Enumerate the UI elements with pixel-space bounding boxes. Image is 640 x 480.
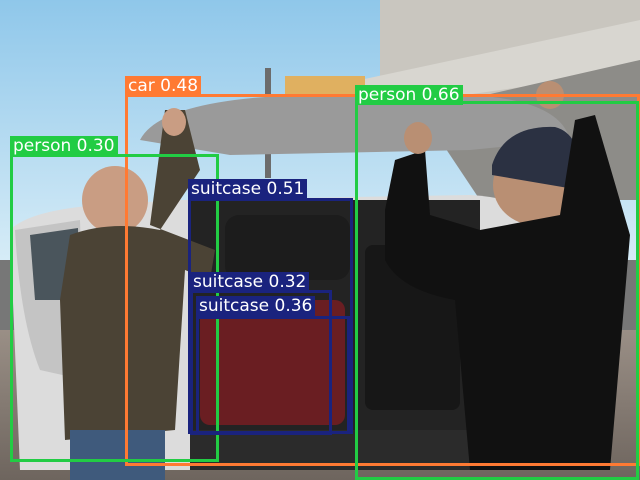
red-suitcase — [200, 300, 345, 425]
scaffold-top — [285, 76, 365, 96]
detection-label-suitcase-bottom: suitcase 0.36 — [196, 296, 316, 316]
left-man-jacket — [60, 110, 215, 440]
duffel-bag — [225, 215, 350, 280]
detection-box-person-right — [355, 101, 639, 480]
right-man-left-hand — [404, 122, 432, 154]
detection-label-suitcase-top: suitcase 0.51 — [188, 179, 308, 199]
right-man-jacket — [385, 115, 630, 470]
detection-box-suitcase-bottom — [196, 316, 350, 434]
left-man-hand — [162, 108, 186, 136]
detection-label-person-left: person 0.30 — [10, 136, 118, 156]
right-man-cap — [492, 126, 581, 190]
detection-label-person-right: person 0.66 — [355, 85, 463, 105]
left-man-head — [82, 166, 148, 234]
detection-label-suitcase-middle: suitcase 0.32 — [190, 272, 310, 292]
left-man-jeans — [70, 430, 165, 480]
detection-label-car: car 0.48 — [125, 76, 202, 96]
